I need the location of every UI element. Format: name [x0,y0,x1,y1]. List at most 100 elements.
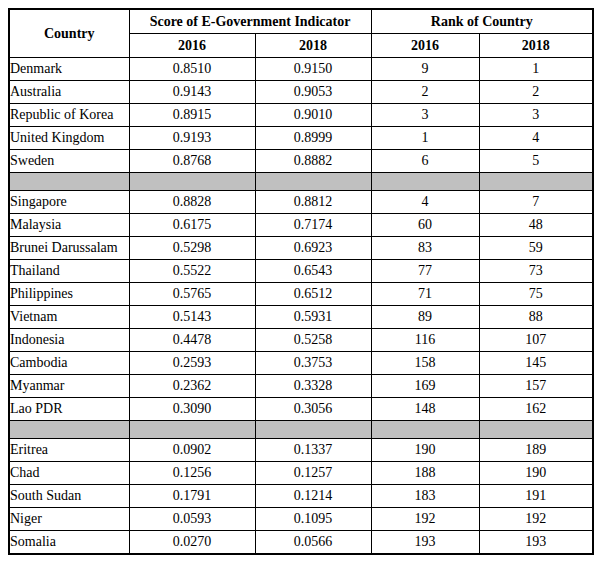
cell-score-2016: 0.8510 [129,58,255,81]
column-header-rank-2016: 2016 [371,34,479,58]
cell-score-2018: 0.6512 [255,283,371,306]
cell-rank-2016: 148 [371,398,479,421]
cell-rank-2016: 71 [371,283,479,306]
cell-score-2016: 0.8915 [129,104,255,127]
cell-rank-2018: 7 [479,191,593,214]
cell-rank-2018: 75 [479,283,593,306]
cell-rank-2016: 188 [371,462,479,485]
table-row: Brunei Darussalam0.52980.69238359 [9,237,593,260]
cell-rank-2018: 189 [479,439,593,462]
table-header: Country Score of E-Government Indicator … [9,9,593,58]
cell-country-name: South Sudan [9,485,129,508]
cell-rank-2016: 83 [371,237,479,260]
separator-cell [255,173,371,191]
cell-score-2018: 0.5931 [255,306,371,329]
cell-score-2016: 0.4478 [129,329,255,352]
separator-cell [9,173,129,191]
separator-row [9,421,593,439]
table-row: Republic of Korea0.89150.901033 [9,104,593,127]
cell-country-name: Niger [9,508,129,531]
cell-score-2018: 0.7174 [255,214,371,237]
cell-score-2018: 0.3056 [255,398,371,421]
cell-score-2018: 0.1337 [255,439,371,462]
cell-rank-2018: 162 [479,398,593,421]
table-row: Indonesia0.44780.5258116107 [9,329,593,352]
separator-cell [479,421,593,439]
cell-country-name: Brunei Darussalam [9,237,129,260]
cell-score-2018: 0.3753 [255,352,371,375]
cell-score-2018: 0.5258 [255,329,371,352]
cell-score-2016: 0.5765 [129,283,255,306]
separator-cell [255,421,371,439]
cell-score-2016: 0.5522 [129,260,255,283]
cell-score-2018: 0.8812 [255,191,371,214]
cell-score-2016: 0.0270 [129,531,255,555]
cell-score-2016: 0.6175 [129,214,255,237]
cell-score-2016: 0.5298 [129,237,255,260]
table-row: Thailand0.55220.65437773 [9,260,593,283]
column-header-score-2018: 2018 [255,34,371,58]
table-row: Cambodia0.25930.3753158145 [9,352,593,375]
table-row: Somalia0.02700.0566193193 [9,531,593,555]
cell-country-name: Indonesia [9,329,129,352]
cell-country-name: Sweden [9,150,129,173]
table-row: United Kingdom0.91930.899914 [9,127,593,150]
cell-score-2016: 0.8768 [129,150,255,173]
cell-score-2018: 0.0566 [255,531,371,555]
cell-rank-2016: 1 [371,127,479,150]
separator-cell [9,421,129,439]
cell-country-name: Lao PDR [9,398,129,421]
table-row: Eritrea0.09020.1337190189 [9,439,593,462]
cell-rank-2018: 192 [479,508,593,531]
cell-rank-2018: 2 [479,81,593,104]
egovernment-indicator-table: Country Score of E-Government Indicator … [8,8,594,555]
cell-rank-2016: 158 [371,352,479,375]
table-row: Myanmar0.23620.3328169157 [9,375,593,398]
cell-score-2018: 0.1214 [255,485,371,508]
separator-cell [129,173,255,191]
cell-rank-2018: 107 [479,329,593,352]
cell-score-2018: 0.8999 [255,127,371,150]
cell-score-2018: 0.6923 [255,237,371,260]
cell-rank-2018: 59 [479,237,593,260]
cell-score-2016: 0.2362 [129,375,255,398]
cell-score-2016: 0.1256 [129,462,255,485]
cell-country-name: Somalia [9,531,129,555]
cell-rank-2018: 145 [479,352,593,375]
table-row: Niger0.05930.1095192192 [9,508,593,531]
cell-score-2018: 0.6543 [255,260,371,283]
separator-cell [479,173,593,191]
cell-score-2016: 0.9193 [129,127,255,150]
cell-rank-2016: 192 [371,508,479,531]
cell-score-2018: 0.1257 [255,462,371,485]
cell-rank-2016: 3 [371,104,479,127]
table-row: Singapore0.88280.881247 [9,191,593,214]
table-row: Denmark0.85100.915091 [9,58,593,81]
table-row: Malaysia0.61750.71746048 [9,214,593,237]
cell-rank-2018: 157 [479,375,593,398]
cell-score-2018: 0.3328 [255,375,371,398]
cell-rank-2018: 88 [479,306,593,329]
cell-score-2016: 0.0902 [129,439,255,462]
cell-rank-2016: 9 [371,58,479,81]
cell-score-2016: 0.2593 [129,352,255,375]
cell-country-name: Chad [9,462,129,485]
table-row: Australia0.91430.905322 [9,81,593,104]
cell-score-2018: 0.1095 [255,508,371,531]
cell-rank-2016: 183 [371,485,479,508]
cell-rank-2018: 191 [479,485,593,508]
cell-score-2016: 0.1791 [129,485,255,508]
cell-country-name: Cambodia [9,352,129,375]
cell-score-2018: 0.8882 [255,150,371,173]
cell-score-2018: 0.9053 [255,81,371,104]
cell-score-2016: 0.0593 [129,508,255,531]
table-row: Sweden0.87680.888265 [9,150,593,173]
cell-score-2016: 0.8828 [129,191,255,214]
header-row-groups: Country Score of E-Government Indicator … [9,9,593,34]
cell-country-name: Australia [9,81,129,104]
cell-country-name: Republic of Korea [9,104,129,127]
separator-cell [129,421,255,439]
cell-rank-2018: 5 [479,150,593,173]
table-row: Philippines0.57650.65127175 [9,283,593,306]
cell-score-2018: 0.9010 [255,104,371,127]
